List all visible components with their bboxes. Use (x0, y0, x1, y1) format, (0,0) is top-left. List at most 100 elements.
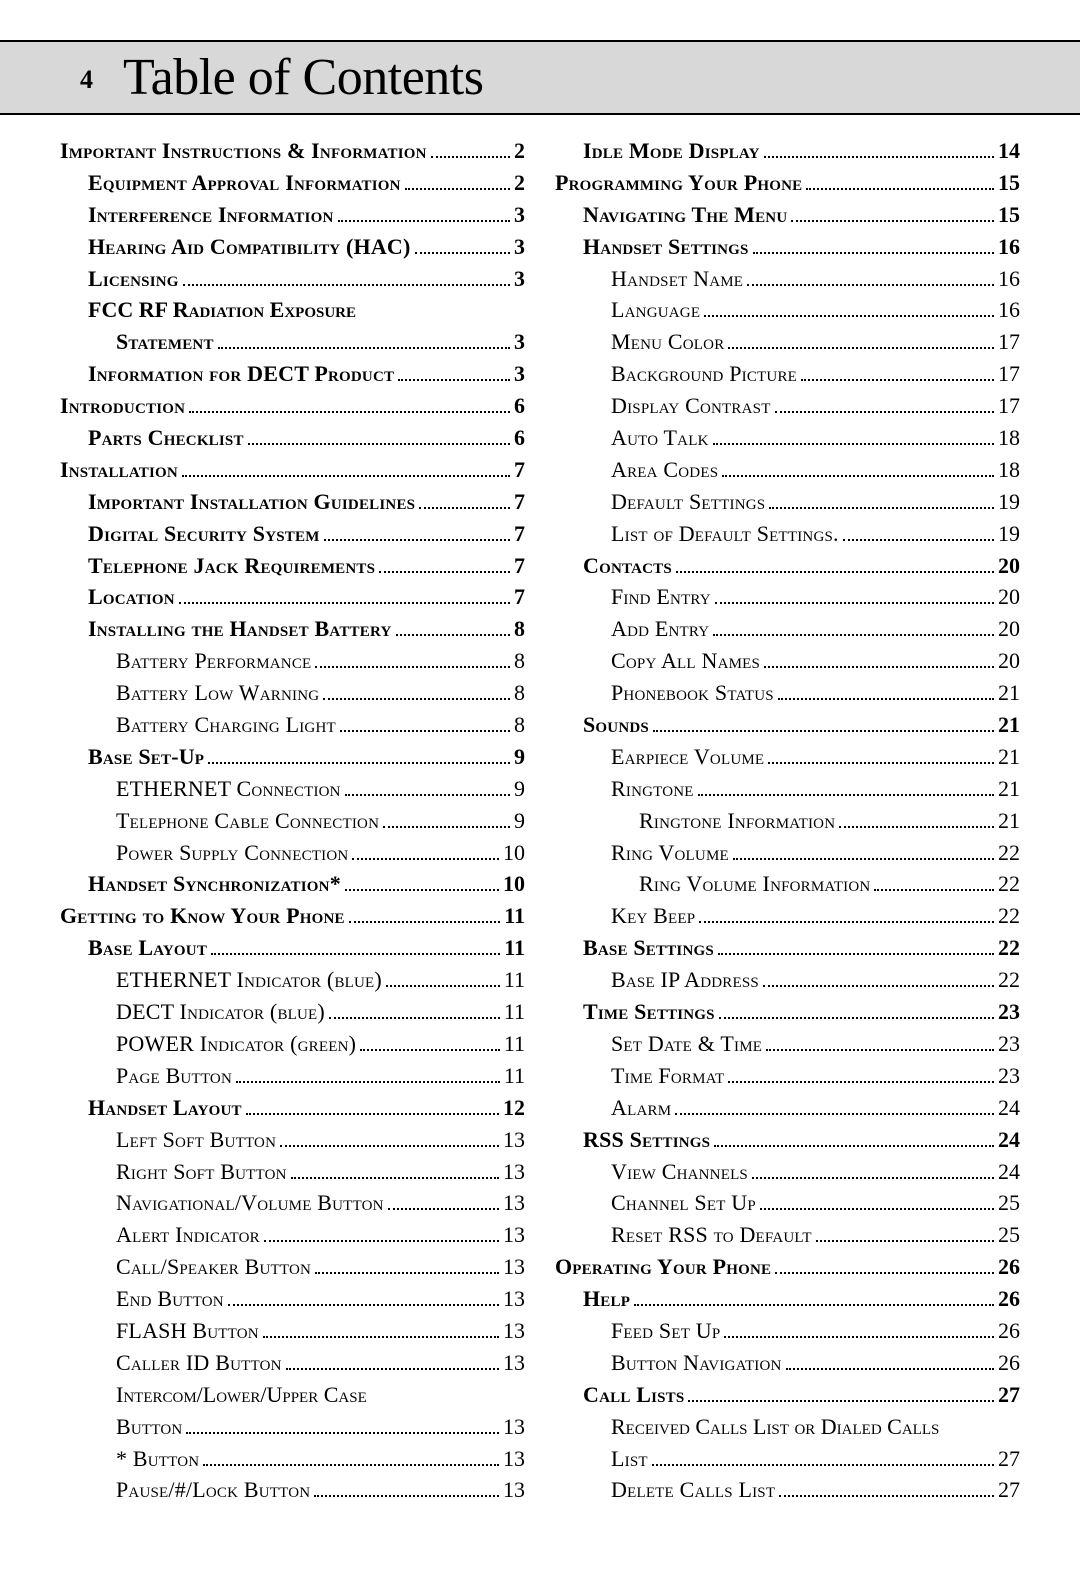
toc-entry: POWER Indicator (green)11 (60, 1028, 525, 1060)
toc-entry-label: Battery Charging Light (116, 709, 336, 741)
toc-entry: Introduction6 (60, 390, 525, 422)
toc-entry: Information for DECT Product3 (60, 358, 525, 390)
toc-entry-label: Parts Checklist (88, 422, 244, 454)
toc-leader (724, 1336, 994, 1338)
toc-leader (186, 1432, 499, 1434)
toc-leader (405, 188, 510, 190)
toc-leader (352, 858, 499, 860)
toc-leader (747, 284, 994, 286)
toc-entry: Base IP Address22 (555, 964, 1020, 996)
toc-entry-page: 15 (998, 199, 1020, 231)
toc-entry-label: Channel Set Up (611, 1187, 756, 1219)
toc-entry: Language16 (555, 294, 1020, 326)
toc-leader (286, 1368, 499, 1370)
toc-leader (752, 1177, 994, 1179)
toc-entry-label: Button (116, 1411, 182, 1443)
toc-leader (314, 1495, 499, 1497)
toc-entry-page: 10 (503, 837, 525, 869)
toc-entry: Power Supply Connection10 (60, 837, 525, 869)
toc-entry-page: 7 (514, 486, 525, 518)
toc-entry-page: 8 (514, 677, 525, 709)
toc-entry-label: Handset Settings (583, 231, 749, 263)
toc-entry-label: Base IP Address (611, 964, 759, 996)
toc-leader (349, 921, 501, 923)
toc-entry-page: 21 (998, 741, 1020, 773)
toc-entry: Display Contrast17 (555, 390, 1020, 422)
toc-entry-label: Programming Your Phone (555, 167, 802, 199)
toc-leader (398, 379, 510, 381)
toc-leader (843, 539, 994, 541)
toc-entry-page: 11 (504, 900, 525, 932)
toc-entry-label: Navigating The Menu (583, 199, 787, 231)
toc-leader (733, 858, 994, 860)
toc-column-left: Important Instructions & Information2Equ… (60, 135, 525, 1506)
toc-entry: Time Format23 (555, 1060, 1020, 1092)
toc-entry-page: 18 (998, 422, 1020, 454)
toc-entry-label: Ring Volume (611, 837, 729, 869)
toc-entry: Statement 3 (60, 326, 525, 358)
toc-entry-page: 21 (998, 805, 1020, 837)
toc-entry-page: 3 (514, 326, 525, 358)
toc-entry-page: 6 (514, 422, 525, 454)
toc-entry-label: Location (88, 581, 175, 613)
toc-entry-page: 20 (998, 645, 1020, 677)
toc-entry: Licensing3 (60, 263, 525, 295)
toc-entry-page: 25 (998, 1219, 1020, 1251)
toc-entry-label: Earpiece Volume (611, 741, 764, 773)
toc-leader (248, 443, 510, 445)
toc-entry-label: ETHERNET Indicator (blue) (116, 964, 382, 996)
toc-entry-page: 13 (503, 1187, 525, 1219)
toc-leader (280, 1145, 499, 1147)
toc-entry-label: End Button (116, 1283, 224, 1315)
toc-leader (722, 475, 994, 477)
toc-leader (338, 220, 511, 222)
toc-entry: Ringtone Information21 (555, 805, 1020, 837)
toc-entry-page: 17 (998, 326, 1020, 358)
toc-entry-page: 13 (503, 1124, 525, 1156)
toc-entry: Idle Mode Display14 (555, 135, 1020, 167)
toc-entry-page: 20 (998, 550, 1020, 582)
toc-entry-label: Auto Talk (611, 422, 709, 454)
toc-leader (419, 507, 510, 509)
toc-entry-page: 18 (998, 454, 1020, 486)
toc-leader (360, 1049, 500, 1051)
toc-entry: Alert Indicator13 (60, 1219, 525, 1251)
toc-leader (329, 1017, 500, 1019)
toc-entry-label: Battery Low Warning (116, 677, 319, 709)
toc-leader (704, 315, 994, 317)
toc-entry-page: 11 (504, 932, 525, 964)
toc-entry-page: 2 (514, 167, 525, 199)
toc-entry-page: 19 (998, 518, 1020, 550)
toc-entry: Help26 (555, 1283, 1020, 1315)
toc-entry: Button13 (60, 1411, 525, 1443)
toc-entry-label: Ring Volume Information (639, 868, 870, 900)
toc-entry-label: Phonebook Status (611, 677, 774, 709)
toc-entry-page: 23 (998, 1028, 1020, 1060)
toc-entry: Base Layout11 (60, 932, 525, 964)
toc-entry: Delete Calls List27 (555, 1474, 1020, 1506)
toc-entry: Call Lists 27 (555, 1379, 1020, 1411)
toc-leader (791, 220, 994, 222)
toc-entry: End Button13 (60, 1283, 525, 1315)
toc-leader (764, 666, 994, 668)
toc-entry-page: 8 (514, 709, 525, 741)
toc-leader (775, 411, 994, 413)
toc-entry-page: 27 (998, 1379, 1020, 1411)
toc-leader (699, 921, 994, 923)
toc-entry-page: 3 (514, 199, 525, 231)
toc-leader (779, 1495, 994, 1497)
toc-entry: Location7 (60, 581, 525, 613)
toc-entry-label: Time Format (611, 1060, 724, 1092)
toc-entry: DECT Indicator (blue)11 (60, 996, 525, 1028)
toc-entry-label: Call Lists (583, 1379, 684, 1411)
toc-entry: Copy All Names20 (555, 645, 1020, 677)
toc-entry-label: Statement (116, 326, 214, 358)
toc-entry-label: Handset Synchronization* (88, 868, 341, 900)
toc-entry-label: Contacts (583, 550, 672, 582)
toc-entry: Interference Information3 (60, 199, 525, 231)
toc-entry: Contacts 20 (555, 550, 1020, 582)
toc-leader (182, 475, 510, 477)
toc-entry: Battery Charging Light 8 (60, 709, 525, 741)
toc-entry: Getting to Know Your Phone11 (60, 900, 525, 932)
toc-entry-page: 25 (998, 1187, 1020, 1219)
